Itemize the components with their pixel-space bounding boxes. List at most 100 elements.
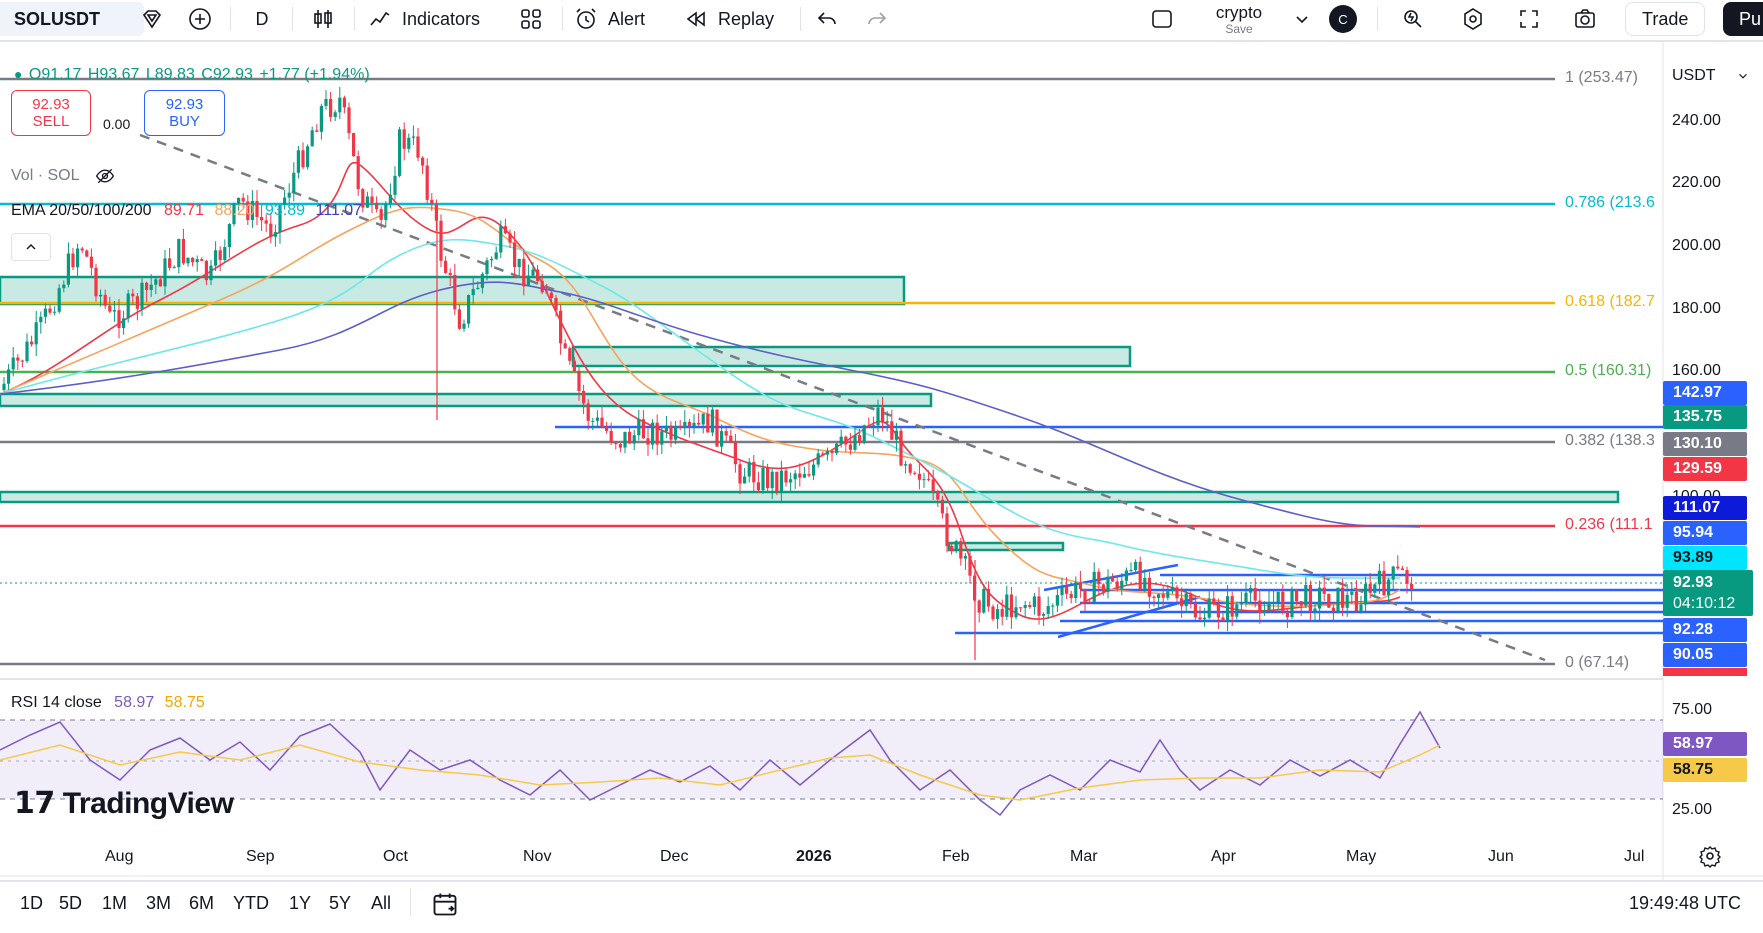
range-ytd[interactable]: YTD xyxy=(233,893,269,913)
time-tick: Jul xyxy=(1624,848,1645,865)
toolbar-divider xyxy=(0,40,1763,42)
status-dot-icon: ● xyxy=(14,66,23,82)
candles-icon[interactable] xyxy=(306,0,340,38)
fib-label: 0.786 (213.6 xyxy=(1565,194,1655,211)
settings-gear-icon[interactable] xyxy=(1456,0,1490,38)
fib-label: 0.382 (138.3 xyxy=(1565,432,1655,449)
buy-price: 92.93 xyxy=(165,95,204,113)
price-tick: 180.00 xyxy=(1672,300,1721,317)
bar-countdown: 04:10:12 xyxy=(1673,595,1736,612)
trade-button[interactable]: Trade xyxy=(1625,2,1706,36)
volume-legend[interactable]: Vol · SOL xyxy=(11,166,119,186)
range-all[interactable]: All xyxy=(371,893,392,913)
time-tick: Apr xyxy=(1211,848,1236,865)
time-tick: Jun xyxy=(1488,848,1514,865)
interval-label: D xyxy=(255,8,269,29)
rsi-legend[interactable]: RSI 14 close 58.97 58.75 xyxy=(11,694,205,712)
price-tag: 90.05 xyxy=(1663,643,1747,667)
alert-button[interactable]: Alert xyxy=(574,0,674,38)
rsi-ma-value: 58.75 xyxy=(164,694,205,711)
ema-label: EMA 20/50/100/200 xyxy=(11,202,152,219)
buy-button[interactable]: 92.93 BUY xyxy=(144,90,225,136)
save-layout-button[interactable]: crypto Save xyxy=(1200,0,1278,38)
avatar[interactable]: C xyxy=(1326,0,1360,38)
layouts-icon[interactable] xyxy=(514,0,548,38)
sell-button[interactable]: 92.93 SELL xyxy=(11,90,91,136)
add-symbol-icon[interactable] xyxy=(184,0,216,38)
last-price-tag xyxy=(1663,570,1753,616)
range-3m[interactable]: 3M xyxy=(146,893,172,913)
symbol-type-icon[interactable] xyxy=(136,0,168,38)
price-tick: 200.00 xyxy=(1672,237,1721,254)
time-tick: Mar xyxy=(1070,848,1098,865)
range-1d[interactable]: 1D xyxy=(20,893,44,913)
currency-selector[interactable]: USDT xyxy=(1672,67,1750,85)
redo-icon[interactable] xyxy=(860,0,894,38)
replay-label: Replay xyxy=(718,8,775,29)
candlestick-series xyxy=(2,86,1414,660)
interval-button[interactable]: D xyxy=(244,0,280,38)
ema-legend[interactable]: EMA 20/50/100/200 89.71 88.20 93.89 111.… xyxy=(11,202,362,220)
ohlc-low: L89.83 xyxy=(145,66,195,83)
eye-off-icon[interactable] xyxy=(91,166,119,186)
indicators-icon xyxy=(370,11,390,26)
ema50-value: 88.20 xyxy=(214,202,255,219)
utc-clock[interactable]: 19:49:48 UTC xyxy=(1628,893,1741,913)
quick-search-icon[interactable] xyxy=(1396,0,1430,38)
sell-price: 92.93 xyxy=(32,95,70,113)
tradingview-logo-icon: 𝟭𝟳 xyxy=(14,787,55,820)
layout-name: crypto xyxy=(1215,2,1263,22)
publish-button[interactable]: Pu xyxy=(1723,2,1763,36)
logo-text: TradingView xyxy=(62,786,234,820)
downtrend-line[interactable] xyxy=(139,133,1546,662)
time-tick: 2026 xyxy=(796,848,832,865)
range-1m[interactable]: 1M xyxy=(102,893,128,913)
axis-settings-icon[interactable] xyxy=(1698,844,1722,873)
last-price-value: 92.93 xyxy=(1673,574,1714,591)
rsi-tick: 75.00 xyxy=(1672,701,1713,718)
range-1y[interactable]: 1Y xyxy=(289,893,312,913)
price-tag: 92.28 xyxy=(1663,618,1747,642)
rsi-tick: 25.00 xyxy=(1672,801,1713,818)
ohlc-change: +1.77 (+1.94%) xyxy=(259,66,370,83)
price-tick: 160.00 xyxy=(1672,362,1721,379)
alert-label: Alert xyxy=(608,8,646,29)
ema20-value: 89.71 xyxy=(164,202,205,219)
chevron-down-icon xyxy=(1738,73,1747,79)
collapse-legend-button[interactable] xyxy=(11,233,51,261)
save-label: Save xyxy=(1225,21,1253,36)
rsi-value: 58.97 xyxy=(114,694,155,711)
top-toolbar: SOLUSDT D Indicators Alert Replay xyxy=(0,0,1763,38)
chevron-down-icon[interactable] xyxy=(1290,0,1314,38)
indicators-button[interactable]: Indicators xyxy=(368,0,558,38)
ema-lines xyxy=(0,161,1421,620)
alarm-clock-icon xyxy=(576,8,596,29)
price-tag: 130.10 xyxy=(1663,432,1747,456)
time-tick: May xyxy=(1346,848,1377,865)
layout-square-icon[interactable] xyxy=(1144,0,1180,38)
fib-label: 0.5 (160.31) xyxy=(1565,362,1652,379)
price-tag: 95.94 xyxy=(1663,521,1747,545)
time-tick: Nov xyxy=(523,848,552,865)
fullscreen-icon[interactable] xyxy=(1512,0,1546,38)
ema100-value: 93.89 xyxy=(265,202,306,219)
camera-icon[interactable] xyxy=(1568,0,1602,38)
replay-button[interactable]: Replay xyxy=(684,0,794,38)
range-5d[interactable]: 5D xyxy=(59,893,83,913)
tradingview-logo: 𝟭𝟳 TradingView xyxy=(14,786,234,821)
price-tag: 93.89 xyxy=(1663,546,1747,570)
price-tag: 111.07 xyxy=(1663,496,1747,520)
undo-icon[interactable] xyxy=(810,0,844,38)
symbol-search-button[interactable]: SOLUSDT xyxy=(0,2,144,36)
currency-label: USDT xyxy=(1672,67,1716,84)
horizontal-levels[interactable] xyxy=(555,425,1663,635)
ema200-value: 111.07 xyxy=(315,202,363,219)
time-tick: Feb xyxy=(942,848,970,865)
price-tag: 129.59 xyxy=(1663,457,1747,481)
calendar-icon[interactable] xyxy=(430,890,460,923)
range-6m[interactable]: 6M xyxy=(189,893,215,913)
time-tick: Oct xyxy=(383,848,408,865)
range-5y[interactable]: 5Y xyxy=(329,893,352,913)
